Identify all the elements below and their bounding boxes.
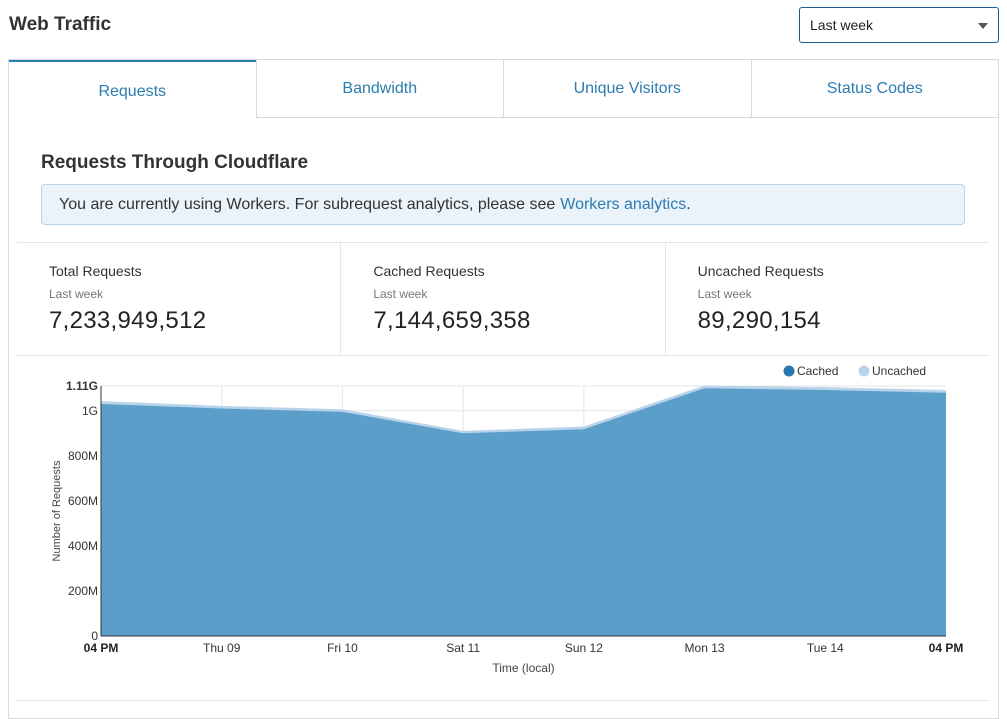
cached-area [101, 388, 946, 636]
stat-period: Last week [49, 287, 104, 301]
time-range-value: Last week [810, 17, 874, 33]
x-tick-label: Sat 11 [446, 641, 480, 655]
y-tick-label: 800M [68, 449, 98, 463]
stat-value: 7,144,659,358 [373, 307, 531, 334]
notice-end: . [686, 195, 691, 213]
section-title: Requests Through Cloudflare [41, 152, 309, 173]
stat-value: 89,290,154 [697, 307, 821, 334]
notice-text: You are currently using Workers. For sub… [59, 195, 556, 213]
stat-label: Cached Requests [373, 263, 485, 279]
requests-area-chart: 0 200M 400M 600M 800M 1G 1.11G 04 PM 04 PM Thu 09… [51, 364, 964, 675]
x-tick-label: Thu 09 [203, 641, 241, 655]
y-tick-label: 400M [68, 539, 98, 553]
stats-row: Total Requests Last week 7,233,949,512 C… [17, 242, 989, 356]
y-axis-title: Number of Requests [51, 460, 63, 561]
y-tick-label: 200M [68, 584, 98, 598]
stat-cached-requests: Cached Requests Last week 7,144,659,358 [340, 243, 664, 355]
x-end-label: 04 PM [929, 641, 964, 655]
y-tick-label: 600M [68, 494, 98, 508]
chevron-down-icon [978, 23, 988, 29]
x-tick-label: Mon 13 [685, 641, 725, 655]
tab-bandwidth[interactable]: Bandwidth [255, 60, 503, 118]
x-tick-label: Fri 10 [327, 641, 358, 655]
legend-cached-swatch [783, 365, 795, 377]
stat-uncached-requests: Uncached Requests Last week 89,290,154 [664, 243, 989, 355]
x-tick-label: Tue 14 [807, 641, 844, 655]
stat-total-requests: Total Requests Last week 7,233,949,512 [17, 243, 340, 355]
stat-label: Uncached Requests [697, 263, 824, 279]
legend-cached-label: Cached [797, 364, 838, 378]
tab-status-codes[interactable]: Status Codes [750, 60, 998, 118]
y-tick-label: 1.11G [66, 379, 98, 393]
card-bottom-divider [17, 700, 989, 701]
legend-uncached-label: Uncached [872, 364, 926, 378]
legend-uncached-swatch [858, 365, 870, 377]
x-axis-title: Time (local) [492, 661, 554, 675]
stat-period: Last week [373, 287, 428, 301]
x-tick-label: Sun 12 [565, 641, 603, 655]
stat-period: Last week [697, 287, 752, 301]
tab-unique-visitors[interactable]: Unique Visitors [503, 60, 751, 118]
tab-bar: Requests Bandwidth Unique Visitors Statu… [9, 60, 998, 118]
tab-requests[interactable]: Requests [9, 60, 256, 118]
y-tick-label: 0 [91, 629, 98, 643]
x-start-label: 04 PM [84, 641, 119, 655]
y-tick-label: 1G [82, 404, 98, 418]
stat-value: 7,233,949,512 [49, 307, 207, 334]
stat-label: Total Requests [49, 263, 142, 279]
traffic-card: Requests Bandwidth Unique Visitors Statu… [8, 59, 999, 719]
requests-chart: 0 200M 400M 600M 800M 1G 1.11G 04 PM 04 PM Thu 09… [29, 358, 989, 683]
workers-analytics-link[interactable]: Workers analytics [560, 195, 687, 213]
workers-notice: You are currently using Workers. For sub… [41, 184, 965, 225]
page-title: Web Traffic [9, 14, 112, 35]
time-range-select[interactable]: Last week [799, 7, 999, 43]
